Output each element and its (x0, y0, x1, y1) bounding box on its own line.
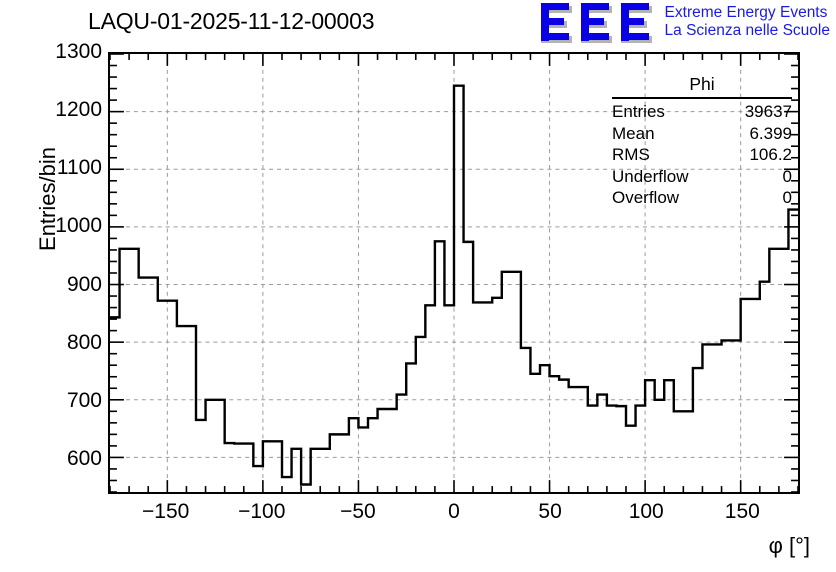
stats-rows: Entries 39637 Mean 6.399 RMS 106.2 Underflow 0 O… (612, 101, 792, 209)
stats-row: RMS 106.2 (612, 144, 792, 166)
x-tick-label: −100 (238, 500, 286, 523)
eee-logo-mark (540, 3, 659, 43)
stats-key: RMS (612, 145, 650, 164)
stats-divider (612, 97, 792, 99)
x-tick-label: 150 (724, 500, 760, 523)
stats-key: Mean (612, 123, 655, 143)
stats-key: Entries (612, 102, 665, 121)
y-tick-label: 700 (66, 388, 102, 412)
eee-logo-line2: La Scienza nelle Scuole (664, 22, 830, 39)
eee-logo-text: Extreme Energy Events La Scienza nelle S… (665, 4, 830, 40)
eee-letter-3 (620, 3, 652, 43)
stats-row: Entries 39637 (612, 101, 792, 123)
y-axis-tick-labels: 600 700 800 900 1000 1100 1200 1300 (34, 41, 102, 494)
x-axis-label: φ [°] (768, 533, 810, 558)
stats-value: 39637 (744, 102, 792, 121)
stats-row: Mean 6.399 (612, 123, 792, 145)
plot-frame (108, 52, 800, 494)
stats-value: 6.399 (749, 123, 792, 143)
stats-row: Underflow 0 (612, 166, 792, 188)
x-tick-label: −150 (142, 500, 190, 523)
x-tick-label: −50 (340, 500, 376, 523)
stats-key: Overflow (612, 188, 680, 207)
y-tick-label: 600 (66, 447, 102, 471)
y-tick-label: 900 (66, 272, 102, 296)
x-tick-label: 50 (538, 500, 562, 523)
x-tick-label: 100 (628, 500, 664, 523)
stats-value: 106.2 (749, 145, 792, 164)
eee-letter-2 (580, 3, 612, 43)
y-tick-label: 800 (66, 330, 102, 354)
stats-value: 0 (782, 188, 792, 207)
stats-key: Underflow (612, 166, 689, 186)
y-tick-label: 1000 (55, 214, 102, 238)
x-tick-label: 0 (448, 500, 460, 523)
stats-title: Phi (689, 74, 715, 94)
axis-ticks (110, 54, 798, 492)
y-tick-label: 1200 (55, 98, 102, 122)
y-tick-label: 1100 (56, 156, 102, 180)
eee-letter-1 (540, 3, 572, 43)
eee-logo: Extreme Energy Events La Scienza nelle S… (540, 2, 830, 43)
y-tick-label: 1300 (55, 40, 102, 63)
stats-value: 0 (782, 166, 792, 186)
histogram-outline (110, 86, 798, 485)
page-title: LAQU-01-2025-11-12-00003 (88, 8, 375, 34)
x-axis-tick-labels: −150 −100 −50 0 50 100 150 (108, 500, 800, 528)
stats-box: Phi Entries 39637 Mean 6.399 RMS 106.2 Underfl… (612, 74, 792, 209)
stats-row: Overflow 0 (612, 187, 792, 209)
histogram-plot (110, 54, 798, 492)
eee-logo-line1: Extreme Energy Events (664, 4, 828, 21)
